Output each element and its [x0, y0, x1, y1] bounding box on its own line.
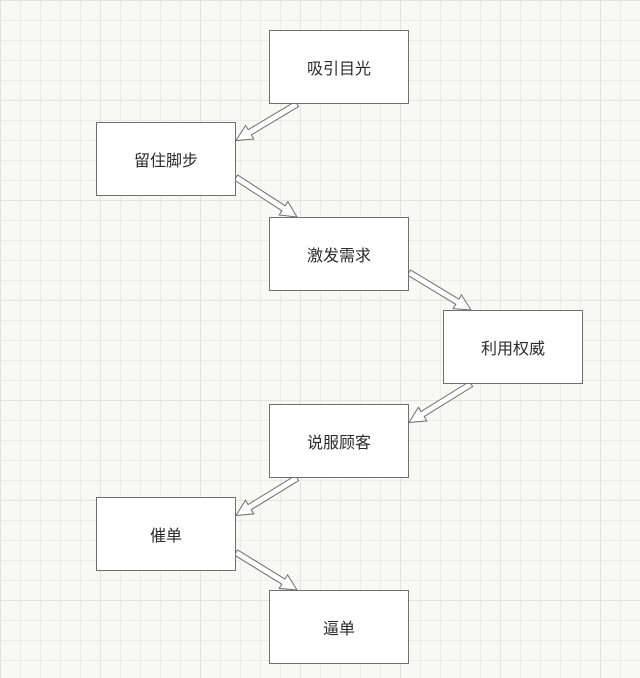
flow-node-n4: 利用权威 — [443, 310, 583, 384]
flow-arrow-n5-to-n6 — [236, 475, 299, 515]
flow-node-n6: 催单 — [96, 497, 236, 571]
flow-arrow-n1-to-n2 — [236, 101, 299, 140]
flowchart-canvas: 吸引目光留住脚步激发需求利用权威说服顾客催单逼单 — [0, 0, 640, 678]
flow-node-n5: 说服顾客 — [269, 404, 409, 478]
flow-node-n3: 激发需求 — [269, 217, 409, 291]
flow-node-n1: 吸引目光 — [269, 30, 409, 104]
flow-node-n2: 留住脚步 — [96, 122, 236, 196]
flow-arrow-n2-to-n3 — [234, 175, 297, 217]
flow-arrow-n6-to-n7 — [234, 550, 297, 590]
flow-arrow-n3-to-n4 — [407, 270, 471, 310]
flow-arrow-n4-to-n5 — [409, 382, 473, 423]
flow-node-n7: 逼单 — [269, 590, 409, 664]
